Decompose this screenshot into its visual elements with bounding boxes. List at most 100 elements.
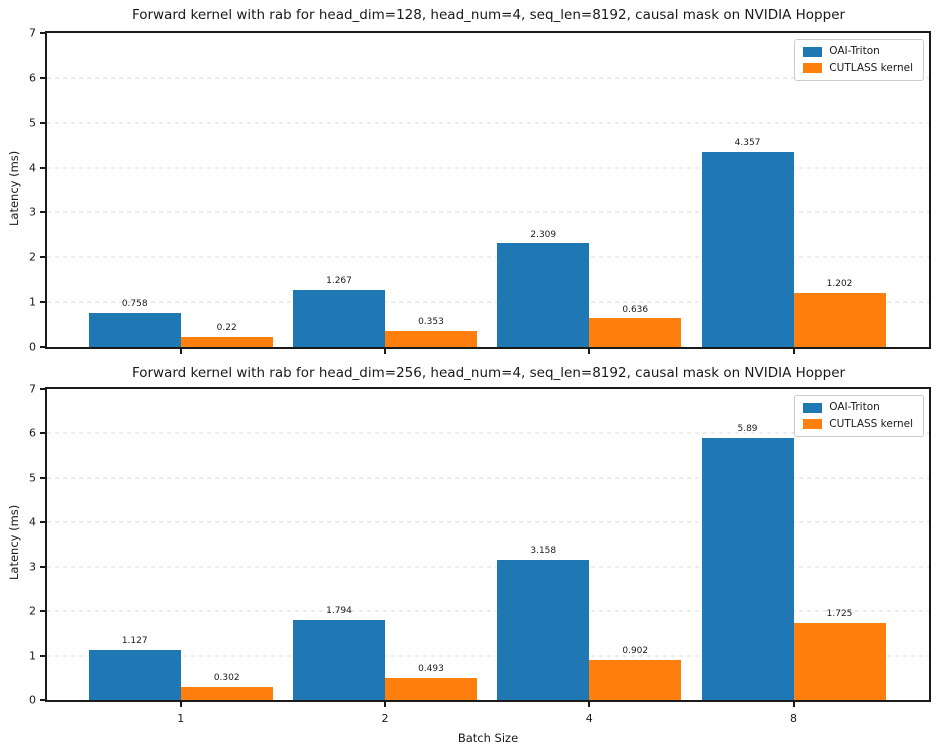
- legend: OAI-Triton CUTLASS kernel: [794, 39, 924, 82]
- gridline: [47, 167, 929, 169]
- chart-title: Forward kernel with rab for head_dim=256…: [131, 365, 846, 381]
- gridline: [47, 655, 929, 657]
- bar-value-label: 1.202: [826, 279, 853, 290]
- bar-cutlass-kernel: [384, 678, 477, 700]
- y-tick-label: 5: [29, 471, 36, 485]
- y-tick-mark: [40, 211, 45, 214]
- x-axis-label: Batch Size: [457, 731, 519, 745]
- gridline: [47, 521, 929, 523]
- bar-cutlass-kernel: [384, 331, 477, 347]
- legend: OAI-Triton CUTLASS kernel: [794, 395, 924, 438]
- x-tick-mark: [588, 702, 591, 707]
- x-tick-mark: [792, 349, 795, 354]
- gridline: [47, 432, 929, 434]
- x-tick-label: 2: [381, 712, 389, 725]
- bar-value-label: 4.357: [734, 137, 761, 148]
- y-tick-label: 7: [29, 382, 36, 396]
- bar-value-label: 5.89: [737, 424, 758, 435]
- x-tick-mark: [179, 349, 182, 354]
- gridline: [47, 77, 929, 79]
- y-tick-mark: [40, 521, 45, 524]
- y-tick-label: 3: [29, 205, 36, 219]
- y-tick-mark: [40, 256, 45, 259]
- y-tick-mark: [40, 76, 45, 79]
- y-axis-label: Latency (ms): [7, 504, 21, 581]
- legend-swatch: [803, 46, 823, 57]
- bar-value-label: 1.794: [326, 606, 352, 617]
- plot-area: 0 1 2 3 4 5 6 7 0.758 0.22 1.267 0.353 2.309 0.636 4.3…: [29, 28, 931, 354]
- y-axis-label: Latency (ms): [7, 150, 21, 226]
- bar-oai-triton: [497, 243, 590, 347]
- y-tick-label: 6: [29, 426, 36, 440]
- bar-oai-triton: [88, 313, 181, 347]
- legend-entry: OAI-Triton: [803, 401, 913, 414]
- legend-label: CUTLASS kernel: [829, 61, 913, 74]
- bar-value-label: 0.902: [622, 646, 649, 657]
- y-tick-label: 4: [29, 515, 36, 529]
- bar-value-label: 1.725: [826, 609, 853, 620]
- gridline: [47, 301, 929, 303]
- bar-value-label: 0.353: [418, 317, 444, 328]
- legend-swatch: [803, 419, 823, 430]
- gridline: [47, 256, 929, 258]
- gridline: [47, 122, 929, 124]
- bar-oai-triton: [701, 438, 794, 700]
- gridline: [47, 610, 929, 612]
- bar-value-label: 0.493: [418, 664, 444, 675]
- y-tick-mark: [40, 565, 45, 568]
- y-tick-mark: [40, 432, 45, 435]
- y-tick-label: 0: [29, 340, 36, 354]
- y-tick-label: 6: [29, 71, 36, 85]
- bar-value-label: 0.302: [213, 672, 240, 683]
- y-tick-mark: [40, 121, 45, 124]
- y-tick-mark: [40, 699, 45, 701]
- gridline: [47, 211, 929, 213]
- y-tick-label: 3: [29, 560, 36, 574]
- legend-label: CUTLASS kernel: [829, 417, 913, 430]
- y-tick-label: 5: [29, 116, 36, 130]
- bar-oai-triton: [292, 620, 385, 700]
- x-tick-label: 8: [790, 712, 798, 725]
- bar-value-label: 0.758: [121, 299, 148, 310]
- y-tick-label: 1: [29, 295, 36, 309]
- y-tick-label: 0: [29, 693, 36, 707]
- bar-cutlass-kernel: [180, 337, 273, 347]
- x-tick-mark: [383, 702, 386, 707]
- bar-cutlass-kernel: [589, 318, 682, 347]
- bar-cutlass-kernel: [589, 659, 682, 700]
- bar-value-label: 0.22: [216, 323, 237, 334]
- y-tick-label: 2: [29, 250, 36, 264]
- legend-swatch: [803, 402, 823, 413]
- x-tick-mark: [383, 349, 386, 354]
- y-tick-mark: [40, 610, 45, 613]
- y-tick-mark: [40, 32, 45, 34]
- y-tick-label: 7: [29, 26, 36, 40]
- y-tick-mark: [40, 654, 45, 657]
- bar-value-label: 1.127: [121, 636, 148, 647]
- x-tick-mark: [588, 349, 591, 354]
- legend-entry: CUTLASS kernel: [803, 61, 913, 75]
- x-tick-label: 1: [177, 712, 185, 725]
- y-tick-mark: [40, 388, 45, 390]
- legend-entry: CUTLASS kernel: [803, 417, 913, 431]
- y-tick-mark: [40, 346, 45, 348]
- bar-oai-triton: [88, 649, 181, 700]
- y-tick-mark: [40, 476, 45, 479]
- bar-value-label: 2.309: [530, 229, 557, 240]
- gridline: [47, 477, 929, 479]
- bar-value-label: 0.636: [622, 304, 649, 315]
- bar-cutlass-kernel: [793, 293, 886, 347]
- legend-entry: OAI-Triton: [803, 45, 913, 58]
- bar-cutlass-kernel: [180, 686, 273, 700]
- bar-oai-triton: [497, 559, 590, 700]
- bar-oai-triton: [292, 290, 385, 347]
- legend-label: OAI-Triton: [829, 45, 880, 57]
- y-tick-mark: [40, 166, 45, 169]
- y-tick-mark: [40, 301, 45, 304]
- bar-oai-triton: [701, 151, 794, 347]
- gridline: [47, 566, 929, 568]
- bar-cutlass-kernel: [793, 623, 886, 700]
